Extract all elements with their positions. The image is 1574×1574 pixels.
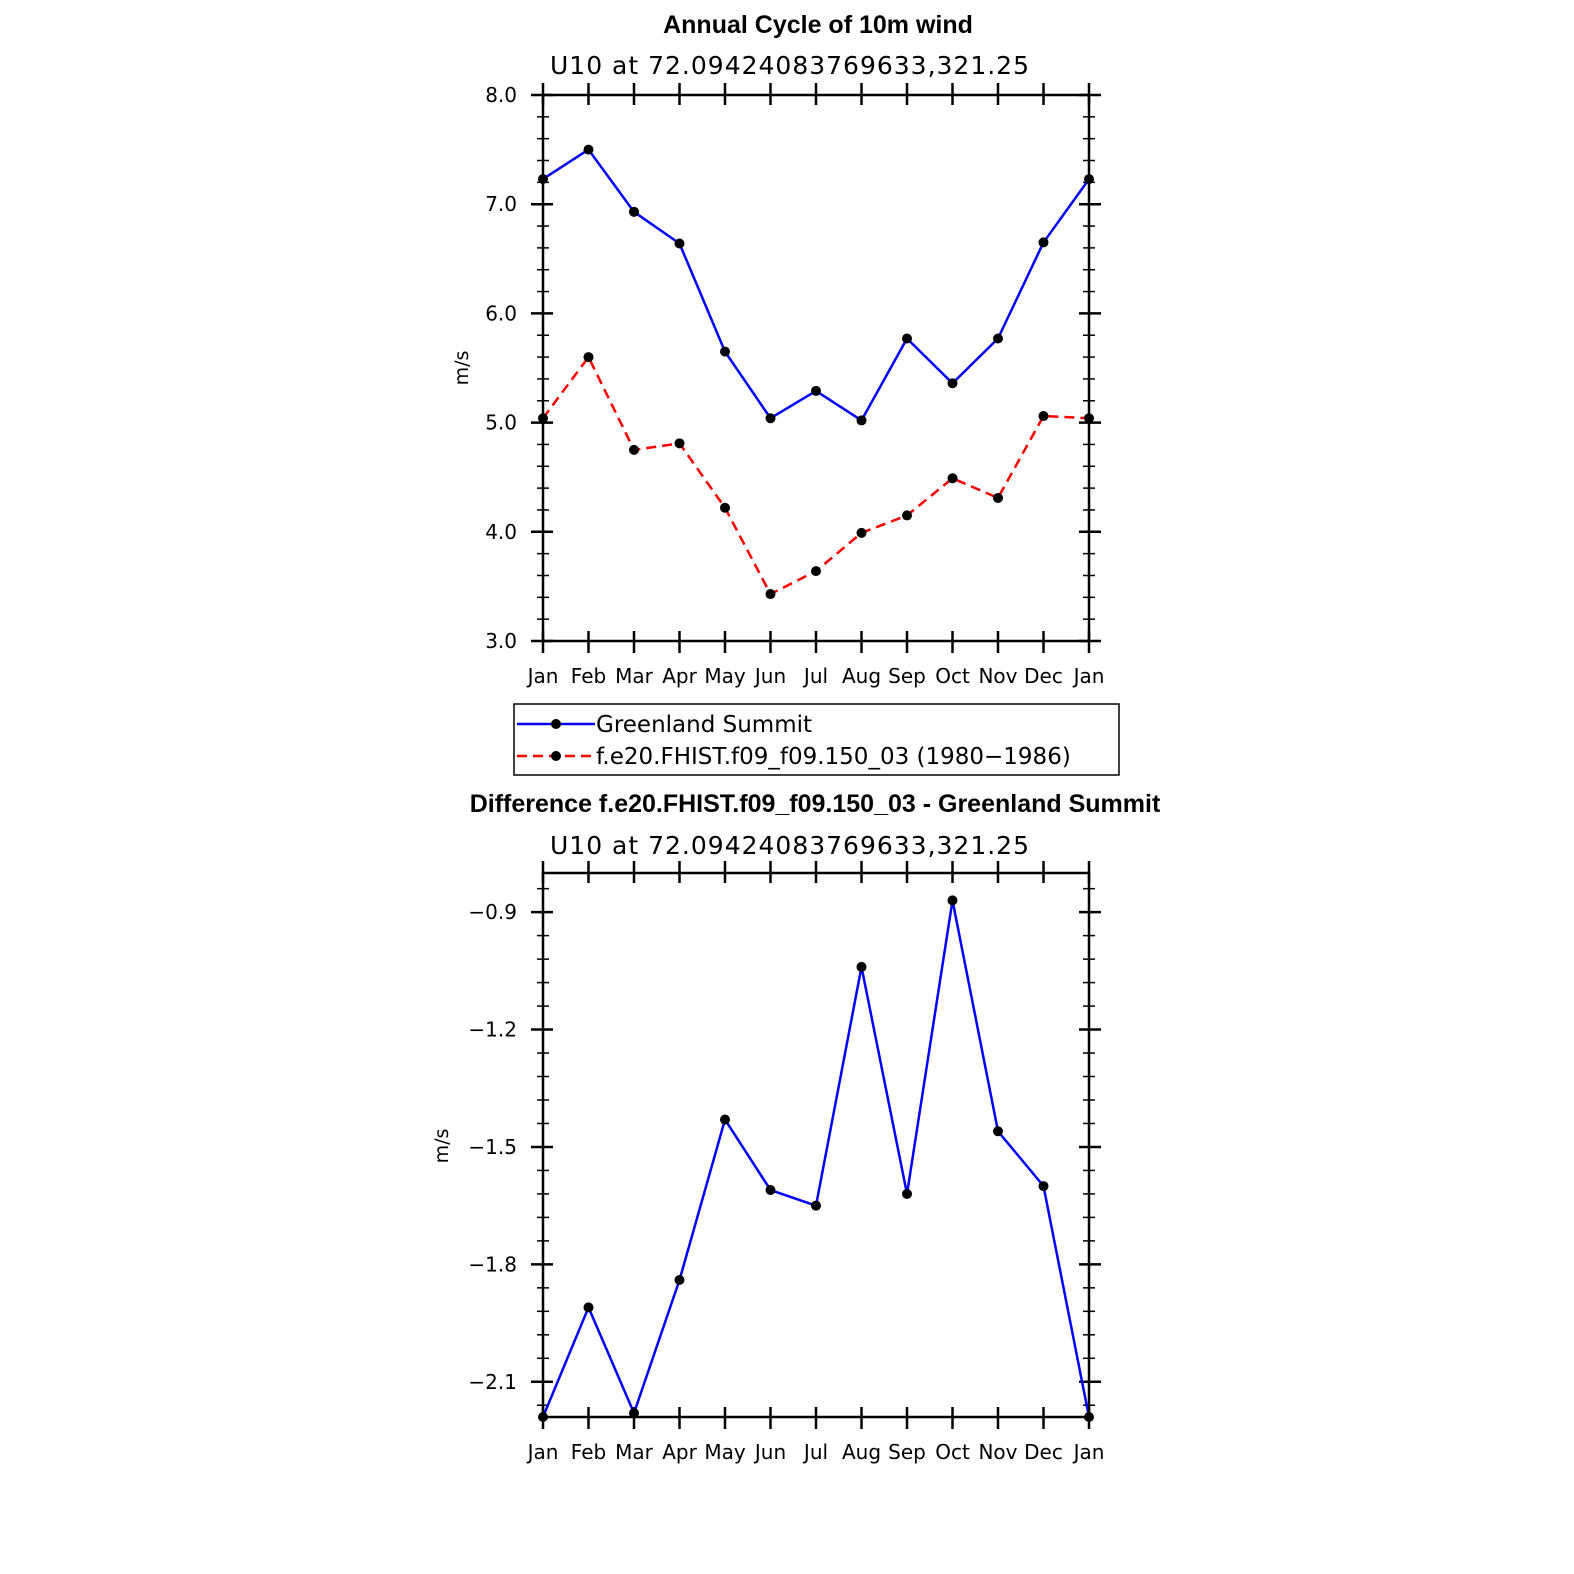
x-tick-label: Jun: [753, 1440, 786, 1464]
series-line-0: [542, 148, 1091, 422]
x-tick-label: Aug: [842, 664, 881, 688]
legend-marker-model: [551, 751, 561, 761]
x-tick-label: Sep: [888, 1440, 926, 1464]
plot-frame: [541, 871, 1091, 1419]
chart-subtitle: U10 at 72.09424083769633,321.25: [550, 831, 1030, 860]
tick-labels: Jan Feb Mar Apr May Jun Jul Aug Sep Oct Nov Dec Jan 3…: [485, 83, 1104, 688]
data-point: [902, 510, 912, 521]
series-line-0: [541, 899, 1091, 1418]
legend: Greenland Summit f.e20.FHIST.f09_f09.150…: [513, 703, 1120, 776]
x-tick-label: May: [704, 664, 746, 688]
data-point: [629, 444, 639, 455]
x-tick-label: Jan: [1072, 664, 1105, 688]
legend-marker-greenland-summit: [551, 719, 561, 729]
data-point: [583, 1302, 594, 1313]
legend-label-greenland-summit: Greenland Summit: [596, 712, 812, 738]
data-point: [583, 352, 594, 363]
x-tick-label: Sep: [888, 664, 926, 688]
axis-ticks: [531, 861, 1101, 1429]
data-point: [720, 502, 730, 513]
annual-cycle-chart: Annual Cycle of 10m wind U10 at 72.09424…: [451, 11, 1104, 688]
data-point: [674, 238, 685, 249]
data-point: [902, 1188, 912, 1199]
series-layer: [538, 895, 1094, 1422]
x-tick-label: Jan: [526, 664, 559, 688]
data-point: [811, 1200, 821, 1211]
x-tick-label: Oct: [935, 1440, 970, 1464]
x-tick-label: Jun: [753, 664, 786, 688]
difference-chart: Difference f.e20.FHIST.f09_f09.150_03 - …: [431, 790, 1161, 1464]
y-tick-label: 7.0: [485, 192, 517, 216]
data-point: [629, 206, 639, 217]
data-point: [583, 144, 594, 155]
data-point: [720, 346, 730, 357]
chart-subtitle: U10 at 72.09424083769633,321.25: [550, 51, 1030, 80]
data-point: [856, 527, 867, 538]
data-point: [1038, 1181, 1049, 1192]
data-point: [902, 333, 912, 344]
data-point: [674, 1275, 685, 1286]
tick-labels: Jan Feb Mar Apr May Jun Jul Aug Sep Oct Nov Dec Jan −…: [468, 900, 1104, 1464]
data-point: [765, 413, 776, 424]
y-tick-label: 3.0: [485, 629, 517, 653]
data-point: [993, 333, 1003, 344]
x-tick-label: Jan: [526, 1440, 559, 1464]
data-point: [856, 961, 867, 972]
chart-title: Difference f.e20.FHIST.f09_f09.150_03 - …: [470, 790, 1161, 818]
x-tick-label: Dec: [1024, 1440, 1063, 1464]
legend-entry-greenland-summit: Greenland Summit: [517, 712, 812, 738]
legend-box: [513, 703, 1120, 776]
chart-title: Annual Cycle of 10m wind: [663, 11, 973, 39]
series-layer: [538, 144, 1094, 600]
data-point: [947, 473, 958, 484]
data-point: [947, 378, 958, 389]
x-tick-label: May: [704, 1440, 746, 1464]
x-tick-label: Jul: [802, 664, 828, 688]
data-point: [993, 492, 1003, 503]
x-tick-label: Oct: [935, 664, 970, 688]
data-point: [993, 1126, 1003, 1137]
x-tick-label: Feb: [571, 664, 606, 688]
y-tick-label: −1.5: [468, 1135, 517, 1159]
x-tick-label: Jul: [802, 1440, 828, 1464]
x-tick-label: Nov: [978, 664, 1017, 688]
y-tick-label: −0.9: [468, 900, 517, 924]
y-tick-label: 4.0: [485, 520, 517, 544]
x-tick-label: Jan: [1072, 1440, 1105, 1464]
data-point: [765, 589, 776, 600]
y-tick-label: 6.0: [485, 301, 517, 325]
y-axis-label: m/s: [431, 1129, 453, 1164]
y-tick-label: −1.8: [468, 1252, 517, 1276]
x-tick-label: Dec: [1024, 664, 1063, 688]
data-point: [629, 1408, 639, 1419]
x-tick-label: Apr: [662, 1440, 697, 1464]
data-point: [811, 385, 821, 396]
x-tick-label: Feb: [571, 1440, 606, 1464]
data-point: [1038, 411, 1049, 422]
plot-frame: [541, 93, 1091, 643]
data-point: [765, 1185, 776, 1196]
x-tick-label: Mar: [615, 1440, 654, 1464]
y-tick-label: 5.0: [485, 411, 517, 435]
data-point: [720, 1114, 730, 1125]
x-tick-label: Apr: [662, 664, 697, 688]
legend-label-model: f.e20.FHIST.f09_f09.150_03 (1980−1986): [596, 744, 1071, 770]
x-tick-label: Nov: [978, 1440, 1017, 1464]
data-point: [811, 566, 821, 577]
data-point: [856, 415, 867, 426]
y-tick-label: −1.2: [468, 1018, 517, 1042]
x-tick-label: Mar: [615, 664, 654, 688]
legend-entry-model: f.e20.FHIST.f09_f09.150_03 (1980−1986): [517, 744, 1071, 770]
y-tick-label: 8.0: [485, 83, 517, 107]
data-point: [947, 895, 958, 906]
y-axis-label: m/s: [451, 351, 473, 386]
data-point: [1038, 237, 1049, 248]
x-tick-label: Aug: [842, 1440, 881, 1464]
y-tick-label: −2.1: [468, 1370, 517, 1394]
data-point: [674, 438, 685, 449]
